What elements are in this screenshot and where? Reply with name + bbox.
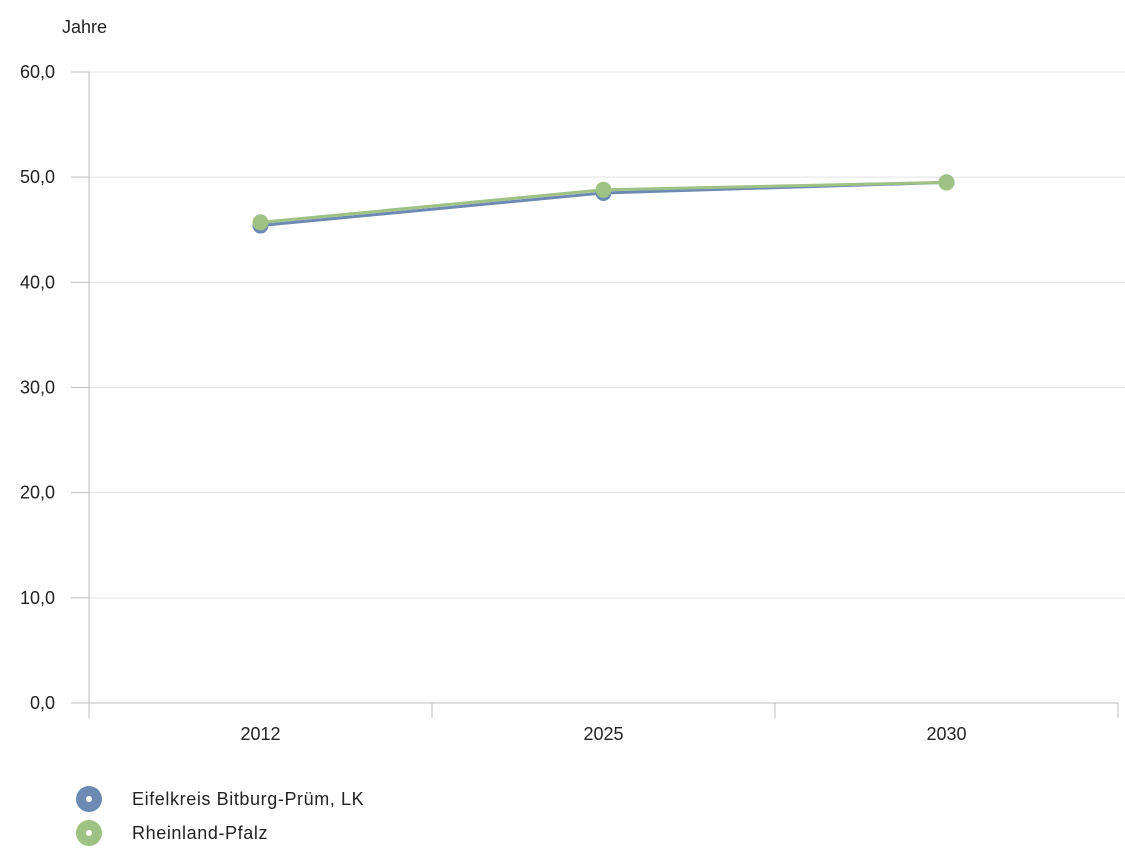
x-tick-label: 2030 [926, 724, 966, 744]
y-tick-labels: 0,0 10,0 20,0 30,0 40,0 50,0 60,0 [20, 62, 55, 713]
y-tick-label: 0,0 [30, 693, 55, 713]
legend-item-eifelkreis[interactable]: Eifelkreis Bitburg-Prüm, LK [76, 786, 364, 812]
legend-swatch-rheinland-pfalz [76, 820, 102, 846]
series-points [252, 174, 955, 234]
x-tick-labels: 2012 2025 2030 [240, 724, 966, 744]
y-tick-label: 60,0 [20, 62, 55, 82]
line-chart: Jahre 0,010,020,030,040,050,060,0 2012 20… [20, 17, 1125, 744]
legend-item-rheinland-pfalz[interactable]: Rheinland-Pfalz [76, 820, 364, 846]
y-tick-label: 10,0 [20, 588, 55, 608]
axes [71, 71, 1119, 718]
y-tick-label: 20,0 [20, 483, 55, 503]
y-tick-label: 40,0 [20, 272, 55, 292]
data-point-rheinland-pfalz [595, 181, 612, 198]
legend-label-rheinland-pfalz: Rheinland-Pfalz [132, 822, 269, 843]
legend: Eifelkreis Bitburg-Prüm, LK Rheinland-Pf… [76, 786, 364, 854]
legend-label-eifelkreis: Eifelkreis Bitburg-Prüm, LK [132, 788, 365, 809]
data-point-rheinland-pfalz [252, 214, 269, 231]
gridlines [89, 71, 1125, 599]
y-axis-unit-label: Jahre [62, 17, 107, 37]
legend-swatch-eifelkreis [76, 786, 102, 812]
x-tick-label: 2025 [583, 724, 623, 744]
data-point-rheinland-pfalz [938, 174, 955, 191]
x-tick-label: 2012 [240, 724, 280, 744]
y-tick-label: 50,0 [20, 167, 55, 187]
y-tick-label: 30,0 [20, 378, 55, 398]
